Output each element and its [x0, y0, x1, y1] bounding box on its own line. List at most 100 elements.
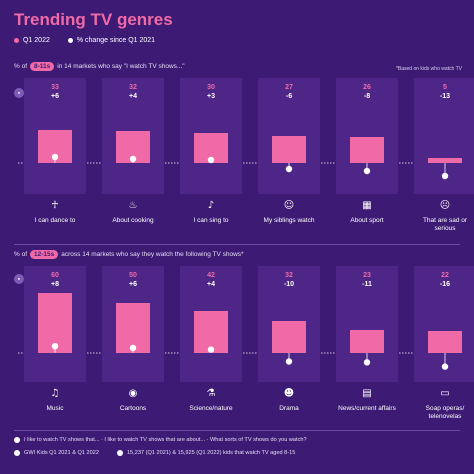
- category-text: Drama: [279, 404, 299, 412]
- value-label: 5: [443, 84, 447, 91]
- change-dot: [51, 343, 59, 350]
- bar: [116, 303, 150, 353]
- column-bg: [336, 78, 398, 194]
- category-text: That are sad or serious: [422, 216, 468, 232]
- category-label: ▤ News/current affairs: [334, 388, 400, 413]
- category-text: Soap operas/ telenovelas: [425, 404, 465, 420]
- value-label: 30: [207, 84, 215, 91]
- value-label: 50: [129, 272, 137, 279]
- value-label: 27: [285, 84, 293, 91]
- category-label: ▭ Soap operas/ telenovelas: [412, 388, 474, 421]
- section2-subtitle: % of 12-15s across 14 markets who say th…: [14, 250, 244, 259]
- cooking-pot-icon: ♨: [128, 200, 138, 211]
- change-label: +4: [207, 281, 215, 288]
- footer-question-text: I like to watch TV shows that... · I lik…: [24, 437, 307, 443]
- change-label: +4: [129, 93, 137, 100]
- bar: [272, 321, 306, 353]
- value-label: 26: [363, 84, 371, 91]
- sport-icon: ▦: [362, 200, 372, 211]
- value-label: 60: [51, 272, 59, 279]
- category-label: ♪ I can sing to: [178, 200, 244, 225]
- legend-label-q1: Q1 2022: [23, 37, 50, 44]
- kid-avatar-1: ●: [14, 88, 24, 98]
- category-label: ⚗ Science/nature: [178, 388, 244, 413]
- change-dot: [51, 153, 59, 161]
- footer-source-text: GWI Kids Q1 2021 & Q1 2022: [24, 450, 99, 456]
- bar: [272, 136, 306, 163]
- section1-prefix: % of: [14, 63, 28, 70]
- change-dot: [129, 155, 137, 163]
- chart-12-15s: 60 +8 50 +6 42 +4 32 -10 23 -11 22 -16: [18, 266, 474, 382]
- category-text: Music: [46, 404, 64, 412]
- category-label: ♫ Music: [22, 388, 88, 413]
- value-label: 32: [285, 272, 293, 279]
- legend-dot-change: [67, 38, 73, 43]
- value-label: 33: [51, 84, 59, 91]
- category-text: Science/nature: [189, 404, 233, 412]
- legend: Q1 2022 % change since Q1 2021: [14, 37, 155, 44]
- section1-age-pill: 8-11s: [30, 62, 55, 71]
- bar: [428, 158, 462, 163]
- section-divider: [14, 244, 460, 245]
- bar: [194, 311, 228, 353]
- change-label: +6: [129, 281, 137, 288]
- change-dot: [285, 165, 293, 173]
- change-label: +3: [207, 93, 215, 100]
- category-label: ☻ Drama: [256, 388, 322, 413]
- category-label: ☥ I can dance to: [22, 200, 88, 225]
- change-dot: [129, 344, 137, 352]
- change-label: -10: [284, 281, 294, 288]
- legend-label-change: % change since Q1 2021: [76, 37, 156, 44]
- change-label: -8: [364, 93, 370, 100]
- category-label: ☺ My siblings watch: [256, 200, 322, 225]
- column-bg: [414, 266, 474, 382]
- change-dot: [207, 156, 215, 164]
- change-label: -13: [440, 93, 450, 100]
- tv-icon: ▭: [440, 388, 450, 399]
- value-label: 23: [363, 272, 371, 279]
- change-label: +6: [51, 93, 59, 100]
- question-icon: [14, 437, 20, 443]
- category-text: About cooking: [112, 216, 154, 224]
- category-label: ☹ That are sad or serious: [412, 200, 474, 233]
- music-note-icon: ♫: [50, 388, 60, 399]
- category-text: Cartoons: [119, 404, 147, 412]
- drama-icon: ☻: [283, 388, 295, 399]
- value-label: 32: [129, 84, 137, 91]
- section2-suffix: across 14 markets who say they watch the…: [61, 251, 244, 258]
- page-title: Trending TV genres: [14, 10, 173, 29]
- footer-question: I like to watch TV shows that... · I lik…: [14, 437, 307, 443]
- flask-icon: ⚗: [206, 388, 216, 399]
- change-dot: [363, 167, 371, 175]
- section1-suffix: in 14 markets who say "I watch TV shows.…: [57, 63, 185, 70]
- change-label: -11: [362, 281, 372, 288]
- bar: [350, 330, 384, 353]
- siblings-icon: ☺: [283, 200, 295, 211]
- change-dot: [441, 172, 449, 180]
- footer-divider: [14, 430, 460, 431]
- section2-age-pill: 12-15s: [30, 250, 59, 259]
- bar: [350, 137, 384, 163]
- category-text: News/current affairs: [338, 404, 396, 412]
- cartoon-icon: ◉: [128, 388, 138, 399]
- footer-source-row: GWI Kids Q1 2021 & Q1 2022 15,237 (Q1 20…: [14, 450, 295, 456]
- change-label: -6: [286, 93, 292, 100]
- section1-note: *Based on kids who watch TV: [395, 66, 462, 72]
- category-text: I can dance to: [34, 216, 76, 224]
- change-dot: [207, 346, 215, 353]
- legend-item-change: % change since Q1 2021: [67, 37, 156, 44]
- value-label: 22: [441, 272, 449, 279]
- category-label: ◉ Cartoons: [100, 388, 166, 413]
- footer-sample-text: 15,237 (Q1 2021) & 15,925 (Q1 2022) kids…: [126, 450, 296, 456]
- kid-avatar-2: ●: [14, 274, 24, 284]
- category-text: My siblings watch: [263, 216, 315, 224]
- change-label: -16: [440, 281, 450, 288]
- source-icon: [14, 450, 20, 456]
- category-text: I can sing to: [193, 216, 229, 224]
- category-label: ♨ About cooking: [100, 200, 166, 225]
- chart-8-11s: 33 +6 32 +4 30 +3 27 -6 26 -8 5 -13: [18, 78, 474, 194]
- bar: [428, 331, 462, 353]
- change-dot: [285, 358, 293, 365]
- sample-icon: [116, 450, 123, 456]
- section2-prefix: % of: [14, 251, 28, 258]
